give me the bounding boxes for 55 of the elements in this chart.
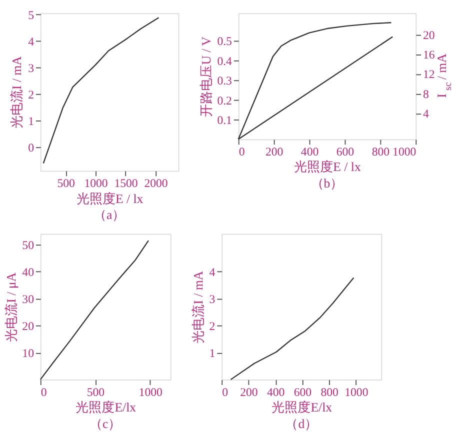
x-tick-label: 400 bbox=[300, 144, 319, 158]
y-tick-label: 40 bbox=[22, 265, 34, 280]
x-axis-title: 光照度E/lx bbox=[272, 400, 333, 415]
x-tick-label: 500 bbox=[57, 176, 75, 190]
y2-tick-label: 16 bbox=[423, 47, 435, 62]
text: （c） bbox=[90, 416, 122, 431]
y-tick-label: 0.2 bbox=[217, 93, 232, 108]
x-tick-label: 1000 bbox=[392, 144, 416, 158]
y-tick-label: 2 bbox=[28, 87, 34, 102]
x-tick-label: 200 bbox=[240, 384, 258, 399]
x-tick-label: 800 bbox=[372, 144, 390, 158]
x-tick-label: 1000 bbox=[344, 384, 368, 399]
y-tick-label: 2 bbox=[209, 318, 216, 333]
x-tick-label: 1500 bbox=[114, 176, 138, 190]
x-tick-label: 600 bbox=[336, 144, 354, 158]
y-tick-label: 3 bbox=[28, 60, 34, 75]
x-tick-label: 2000 bbox=[144, 176, 168, 190]
y-tick-label: 10 bbox=[22, 346, 34, 360]
y2-tick-label: 4 bbox=[423, 106, 430, 121]
y-tick-label: 20 bbox=[22, 318, 34, 333]
text: （d） bbox=[285, 416, 318, 431]
y-tick-label: 1 bbox=[28, 114, 34, 128]
x-axis-title: 光照度E / lx bbox=[294, 159, 362, 174]
y2-axis-title: Isc / mA bbox=[435, 52, 454, 98]
y-tick-label: 4 bbox=[28, 34, 34, 48]
y-axis-title: 光电流I / μA bbox=[3, 272, 18, 342]
x-axis-title: 光照度E/lx bbox=[76, 400, 137, 415]
x-tick-label: 0 bbox=[238, 144, 245, 158]
y-tick-label: 4 bbox=[209, 265, 216, 280]
y-tick-label: 0.3 bbox=[217, 74, 232, 88]
x-tick-label: 200 bbox=[265, 144, 284, 158]
y2-tick-label: 12 bbox=[423, 67, 435, 82]
x-tick-label: 400 bbox=[266, 384, 285, 399]
y-tick-label: 3 bbox=[209, 292, 216, 306]
text: （a） bbox=[93, 208, 126, 222]
text: （b） bbox=[310, 176, 344, 190]
y-tick-label: 30 bbox=[22, 292, 34, 306]
y-axis-title: 光电流I / mA bbox=[9, 55, 24, 129]
x-tick-label: 1000 bbox=[138, 384, 162, 399]
y-tick-label: 0.1 bbox=[217, 112, 232, 127]
y-tick-label: 50 bbox=[22, 238, 34, 252]
y2-tick-label: 20 bbox=[423, 28, 435, 42]
x-tick-label: 1000 bbox=[84, 176, 108, 190]
y-axis-title: 光电流I / mA bbox=[190, 270, 206, 344]
y-tick-label: 0.4 bbox=[217, 54, 232, 68]
y-tick-label: 5 bbox=[28, 8, 34, 22]
y-tick-label: 1 bbox=[209, 346, 216, 360]
x-tick-label: 500 bbox=[86, 384, 105, 399]
x-tick-label: 800 bbox=[320, 384, 338, 399]
y2-tick-label: 8 bbox=[423, 86, 430, 101]
x-tick-label: 0 bbox=[40, 384, 47, 399]
x-tick-label: 600 bbox=[294, 384, 312, 399]
y-tick-label: 0.5 bbox=[217, 34, 232, 48]
y-axis-title: 开路电压U / V bbox=[199, 36, 214, 117]
x-axis-title: 光照度E / lx bbox=[76, 190, 144, 206]
